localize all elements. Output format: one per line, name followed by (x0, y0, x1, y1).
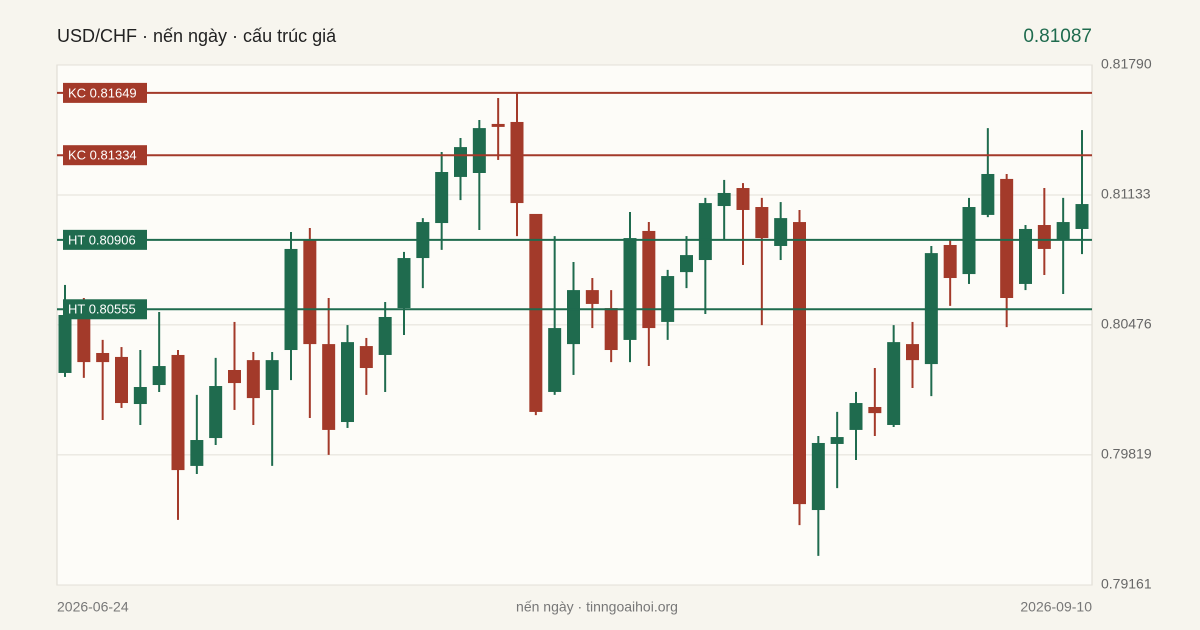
level-tag (63, 299, 147, 320)
candle-body (811, 442, 825, 511)
chart-title: USD/CHF · nến ngày · cấu trúc giá (57, 26, 337, 46)
x-tick-label: 2026-09-10 (1020, 599, 1092, 615)
candle-body (755, 207, 769, 239)
candle-body (887, 342, 901, 425)
candle-body (209, 386, 223, 439)
y-tick-label: 0.81133 (1101, 186, 1151, 202)
candle-body (472, 128, 486, 173)
candle-body (190, 440, 204, 466)
candle-body (341, 342, 354, 423)
candle-body (529, 213, 543, 412)
candle-body (774, 218, 788, 246)
y-tick-label: 0.80476 (1101, 316, 1152, 332)
level-label: HT 0.80555 (68, 302, 136, 317)
candle-body (680, 255, 693, 273)
y-tick-label: 0.79161 (1101, 576, 1152, 592)
candle-body (454, 147, 467, 177)
level-label: HT 0.80906 (68, 232, 136, 247)
candle-body (171, 354, 185, 471)
candle-body (661, 276, 675, 322)
candle-body (265, 360, 279, 390)
candle-body (284, 248, 298, 351)
candle-body (322, 344, 336, 430)
candle-body (133, 387, 147, 405)
footer: nến ngày · tinngoaihoi.org (516, 599, 678, 615)
candle-body (642, 230, 656, 329)
candle-body (1037, 225, 1051, 249)
candle-body (435, 172, 449, 224)
candle-body (397, 258, 411, 309)
candle-body (96, 352, 110, 363)
x-tick-label: 2026-06-24 (57, 599, 129, 615)
last-price: 0.81087 (1023, 26, 1092, 47)
candle-body (585, 290, 599, 304)
candle-body (152, 366, 166, 386)
candle-body (717, 192, 731, 207)
candle-body (303, 239, 317, 345)
candle-body (510, 121, 524, 204)
candle-body (1056, 222, 1070, 241)
candle-body (830, 437, 844, 444)
candle-body (115, 356, 128, 404)
candle-body (359, 346, 373, 369)
level-tag (63, 82, 147, 103)
candle-body (849, 403, 863, 430)
y-tick-label: 0.79819 (1101, 446, 1152, 462)
level-label: KC 0.81649 (68, 85, 137, 100)
candle-body (604, 308, 618, 351)
candle-body (77, 308, 91, 363)
candle-body (906, 344, 919, 361)
candle-body (698, 203, 712, 261)
level-tag (63, 229, 147, 250)
candle-body (868, 406, 882, 414)
level-label: KC 0.81334 (68, 148, 137, 163)
candle-body (1000, 178, 1014, 299)
candle-body (736, 188, 750, 210)
candle-body (228, 369, 241, 384)
candle-body (548, 328, 562, 392)
candle-body (58, 315, 72, 373)
level-tag (63, 145, 147, 166)
candle-body (567, 290, 580, 345)
y-tick-label: 0.81790 (1101, 56, 1152, 72)
candle-body (491, 123, 505, 127)
candle-body (1075, 204, 1089, 229)
candle-body (793, 222, 806, 505)
candle-body (981, 173, 995, 215)
candle-body (623, 238, 637, 340)
candle-body (943, 244, 957, 279)
candle-body (246, 360, 260, 399)
candle-body (378, 316, 392, 355)
candle-body (1019, 228, 1032, 284)
